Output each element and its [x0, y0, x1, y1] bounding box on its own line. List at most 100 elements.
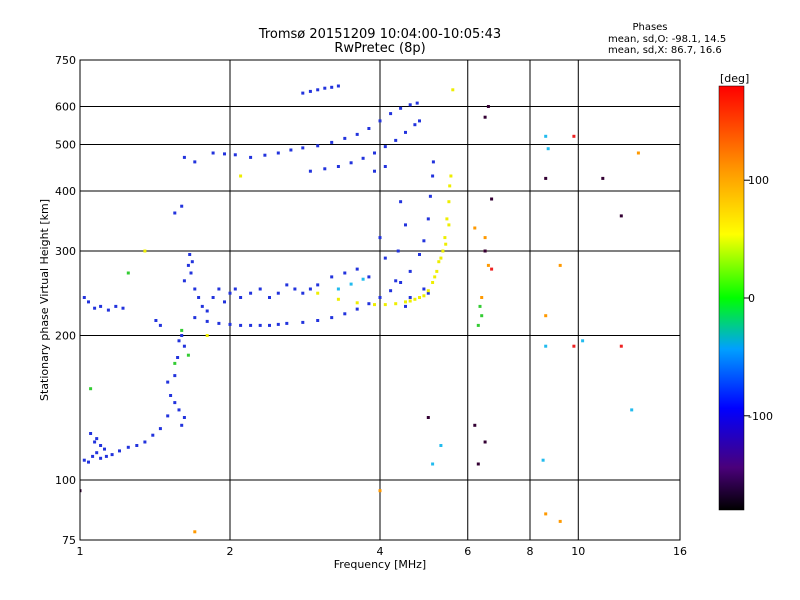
- data-point: [378, 489, 382, 493]
- data-point: [154, 319, 158, 322]
- data-point: [177, 339, 181, 343]
- data-point: [447, 200, 451, 204]
- data-point: [439, 444, 443, 447]
- data-point: [349, 282, 353, 286]
- data-point: [544, 314, 548, 318]
- x-tick-label: 4: [377, 545, 384, 558]
- data-point: [473, 226, 477, 230]
- data-point: [367, 275, 371, 279]
- data-point: [399, 281, 403, 284]
- data-point: [544, 512, 548, 516]
- x-axis-label: Frequency [MHz]: [334, 558, 426, 571]
- data-point: [367, 302, 371, 306]
- data-point: [316, 291, 320, 295]
- x-tick-label: 8: [527, 545, 534, 558]
- data-point: [486, 105, 490, 108]
- data-point: [301, 146, 305, 150]
- data-point: [316, 144, 320, 148]
- data-point: [404, 304, 407, 308]
- data-point: [217, 321, 221, 325]
- y-tick-label: 600: [55, 101, 76, 114]
- data-point: [451, 88, 455, 92]
- data-point: [211, 296, 215, 299]
- data-point: [343, 312, 347, 316]
- data-point: [186, 263, 190, 267]
- colorbar-tick-label: -100: [748, 410, 773, 423]
- data-point: [619, 214, 623, 218]
- x-tick-label: 16: [673, 545, 687, 558]
- data-point: [316, 319, 320, 322]
- data-point: [173, 211, 177, 215]
- data-point: [448, 184, 452, 188]
- data-point: [601, 176, 605, 180]
- data-point: [330, 140, 334, 144]
- y-tick-label: 500: [55, 139, 76, 152]
- data-point: [383, 303, 387, 307]
- data-point: [558, 519, 562, 523]
- data-point: [182, 155, 186, 159]
- data-point: [336, 165, 340, 168]
- data-point: [166, 380, 170, 384]
- data-point: [572, 134, 576, 138]
- data-point: [418, 296, 421, 299]
- data-point: [126, 445, 130, 449]
- colorbar-tick-label: 0: [748, 292, 755, 305]
- data-point: [173, 374, 177, 378]
- data-point: [177, 408, 181, 412]
- data-point: [355, 132, 359, 136]
- data-point: [408, 299, 412, 303]
- plot-grid: [80, 60, 680, 540]
- data-point: [182, 344, 186, 348]
- data-point: [301, 91, 305, 95]
- data-point: [476, 323, 480, 327]
- data-point: [249, 323, 253, 327]
- data-point: [483, 440, 487, 444]
- data-point: [428, 194, 432, 198]
- data-point: [408, 103, 412, 107]
- data-point: [189, 271, 193, 275]
- data-point: [361, 156, 365, 160]
- data-point: [82, 296, 86, 299]
- data-point: [323, 86, 327, 90]
- data-point: [169, 394, 173, 397]
- data-point: [193, 160, 197, 164]
- data-point: [121, 306, 125, 310]
- data-point: [373, 169, 376, 173]
- colorbar-ticks: 100 0 -100: [744, 174, 773, 423]
- data-points: [80, 84, 640, 534]
- data-point: [308, 169, 312, 173]
- data-point: [118, 449, 121, 453]
- data-point: [158, 427, 162, 431]
- y-tick-label: 100: [55, 474, 76, 487]
- data-point: [211, 151, 215, 155]
- data-point: [285, 321, 289, 325]
- stats-heading: Phases: [632, 22, 667, 33]
- data-point: [239, 323, 243, 327]
- data-point: [330, 275, 334, 279]
- data-point: [186, 353, 190, 357]
- data-point: [378, 119, 382, 123]
- data-point: [389, 289, 393, 293]
- data-point: [223, 300, 226, 304]
- data-point: [373, 303, 376, 307]
- data-point: [418, 253, 421, 256]
- data-point: [426, 289, 430, 293]
- data-point: [143, 440, 147, 444]
- data-point: [431, 281, 435, 284]
- data-point: [239, 174, 243, 178]
- data-point: [399, 106, 403, 110]
- data-point: [103, 447, 106, 451]
- data-point: [426, 416, 430, 419]
- data-point: [258, 323, 262, 327]
- data-point: [336, 84, 340, 88]
- data-point: [249, 291, 253, 295]
- data-point: [443, 236, 447, 240]
- data-point: [205, 334, 209, 337]
- data-point: [285, 283, 289, 287]
- colorbar-tick-label: 100: [748, 174, 769, 187]
- data-point: [367, 127, 371, 130]
- y-tick-label: 400: [55, 185, 76, 198]
- data-point: [180, 328, 184, 332]
- data-point: [361, 277, 365, 281]
- stats-line-o: mean, sd,O: -98.1, 14.5: [608, 34, 726, 45]
